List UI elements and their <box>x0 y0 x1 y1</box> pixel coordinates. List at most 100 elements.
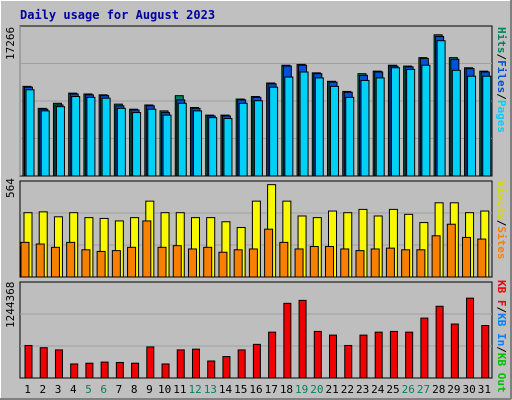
bar-sites <box>309 245 319 278</box>
bar-sites <box>142 220 152 278</box>
bar-pages <box>421 64 431 177</box>
x-tick-label: 2 <box>40 383 47 396</box>
x-tick-label: 17 <box>265 383 278 396</box>
bar-kb-f <box>313 330 322 379</box>
bar-sites <box>233 249 243 278</box>
bar-pages <box>330 85 340 177</box>
bar-sites <box>355 250 365 278</box>
bar-kb-f <box>39 347 48 379</box>
x-tick-label: 19 <box>295 383 308 396</box>
bar-pages <box>284 76 294 177</box>
legend-entry: Pages <box>495 100 508 133</box>
bar-sites <box>35 243 45 278</box>
x-tick-label: 24 <box>371 383 385 396</box>
bar-kb-f <box>389 330 398 379</box>
legend-hits-files-pages: Hits/Files/Pages <box>495 27 508 133</box>
bar-kb-f <box>450 323 459 379</box>
bar-kb-f <box>268 331 277 379</box>
x-tick-label: 21 <box>326 383 339 396</box>
bar-pages <box>345 96 355 177</box>
legend-visits-sites: Visits/Sites <box>495 180 508 260</box>
bar-sites <box>431 235 441 278</box>
bar-sites <box>416 249 426 278</box>
bar-pages <box>314 77 324 177</box>
bar-sites <box>477 238 487 278</box>
x-tick-label: 8 <box>131 383 138 396</box>
x-tick-label: 11 <box>173 383 186 396</box>
bar-sites <box>279 241 289 278</box>
bar-pages <box>192 110 202 177</box>
x-tick-label: 9 <box>146 383 153 396</box>
svg-text:Hits/Files/Pages: Hits/Files/Pages <box>495 27 508 133</box>
bar-sites <box>187 248 197 278</box>
legend-entry: KB Out <box>495 353 508 393</box>
bar-pages <box>269 86 279 177</box>
bar-pages <box>208 117 218 177</box>
x-tick-label: 7 <box>116 383 123 396</box>
svg-text:KB F/KB In/KB Out: KB F/KB In/KB Out <box>495 280 508 393</box>
legend-entry: / <box>495 54 508 61</box>
x-tick-label: 10 <box>158 383 171 396</box>
bar-pages <box>482 75 492 177</box>
bar-kb-f <box>146 346 155 379</box>
legend-entry: Hits <box>495 27 508 54</box>
bar-pages <box>299 71 309 177</box>
bar-pages <box>360 79 370 177</box>
bar-pages <box>132 112 142 177</box>
bar-pages <box>40 110 50 177</box>
bar-pages <box>86 96 96 177</box>
bar-pages <box>177 102 187 177</box>
x-tick-label: 15 <box>234 383 247 396</box>
bar-sites <box>248 248 258 278</box>
x-tick-label: 1 <box>24 383 31 396</box>
bar-kb-f <box>131 362 140 379</box>
legend-entry: Sites <box>495 226 508 259</box>
bar-kb-f <box>207 360 216 379</box>
bar-sites <box>172 245 182 278</box>
y-max-visits: 564 <box>4 178 17 198</box>
bar-kb-f <box>161 363 170 379</box>
x-tick-label: 22 <box>341 383 354 396</box>
x-tick-label: 18 <box>280 383 293 396</box>
x-tick-label: 4 <box>70 383 77 396</box>
x-tick-label: 26 <box>402 383 415 396</box>
bar-kb-f <box>344 344 353 379</box>
bar-pages <box>390 67 400 177</box>
bar-kb-f <box>481 325 490 379</box>
legend-entry: KB F <box>495 280 508 307</box>
x-tick-label: 5 <box>85 383 92 396</box>
x-tick-label: 23 <box>356 383 369 396</box>
x-tick-label: 20 <box>310 383 323 396</box>
x-tick-label: 25 <box>386 383 399 396</box>
chart-title: Daily usage for August 2023 <box>20 8 215 22</box>
x-axis-labels: 1 2 3 4 5 6 7 8 9 10 11 12 13 14 15 16 17 18 19 20 21 22 23 24 2… <box>24 383 491 396</box>
bar-sites <box>111 250 121 278</box>
bar-pages <box>436 40 446 177</box>
bar-pages <box>253 100 263 177</box>
bar-kb-f <box>359 334 368 379</box>
x-tick-label: 16 <box>249 383 262 396</box>
bar-sites <box>218 251 228 278</box>
x-tick-label: 31 <box>478 383 491 396</box>
bar-sites <box>370 248 380 278</box>
svg-text:Visits/Sites: Visits/Sites <box>495 180 508 260</box>
bar-sites <box>401 249 411 278</box>
bar-pages <box>406 68 416 177</box>
bar-sites <box>446 223 456 278</box>
bar-kb-f <box>283 302 292 379</box>
bar-sites <box>127 246 137 278</box>
x-tick-label: 27 <box>417 383 430 396</box>
x-tick-label: 13 <box>204 383 217 396</box>
bar-kb-f <box>115 361 124 379</box>
bar-kb-f <box>100 361 109 379</box>
legend-entry: Files <box>495 60 508 93</box>
x-tick-label: 12 <box>188 383 201 396</box>
bar-sites <box>203 246 213 278</box>
x-tick-label: 29 <box>447 383 460 396</box>
x-tick-label: 14 <box>219 383 233 396</box>
legend-entry: / <box>495 307 508 314</box>
bar-sites <box>294 248 304 278</box>
bar-kb-f <box>435 305 444 379</box>
bar-kb-f <box>252 343 261 379</box>
